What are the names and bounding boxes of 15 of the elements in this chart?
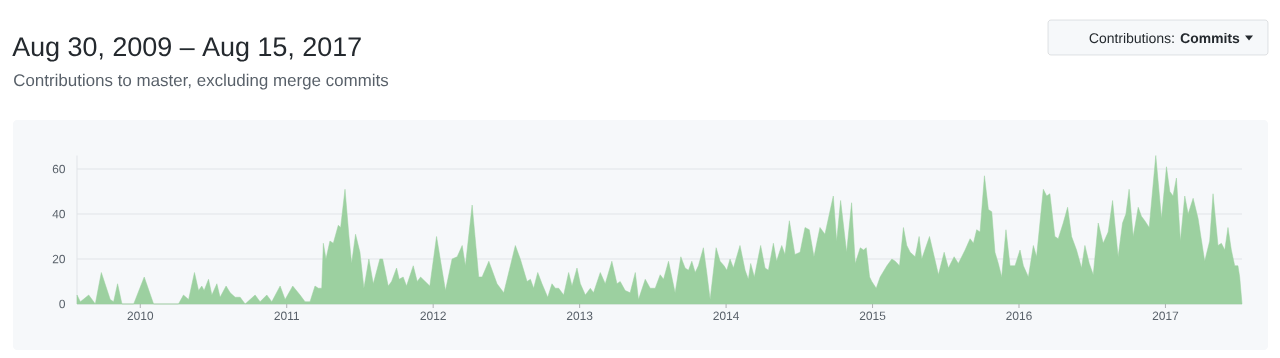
y-tick-label: 60 (52, 164, 66, 174)
y-tick-label: 20 (52, 254, 66, 264)
chart-subtitle: Contributions to master, excluding merge commits (14, 73, 389, 90)
x-tick-label: 2017 (1152, 311, 1179, 320)
x-tick-label: 2011 (274, 311, 299, 320)
y-tick-label: 0 (59, 299, 66, 309)
chart-title: Aug 30, 2009 – Aug 15, 2017 (12, 37, 361, 62)
text: Contributions: Commits (1089, 32, 1240, 44)
x-tick-label: 2012 (420, 311, 446, 320)
x-tick-label: 2013 (566, 311, 593, 320)
x-tick-label: 2010 (127, 311, 154, 320)
x-tick-label: 2016 (1006, 311, 1032, 320)
x-tick-label: 2014 (713, 311, 740, 320)
y-tick-label: 40 (52, 209, 66, 219)
x-tick-label: 2015 (859, 311, 886, 320)
